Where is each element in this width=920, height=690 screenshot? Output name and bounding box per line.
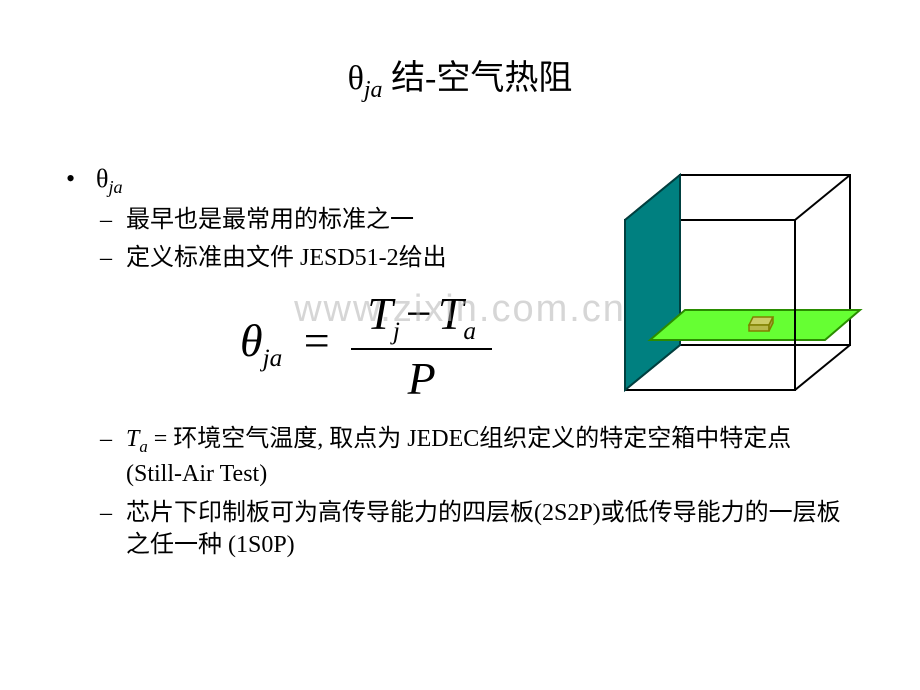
bullet-theta-sub: ja <box>108 177 122 197</box>
fraction-numerator: Tj−Ta <box>351 287 492 350</box>
title-theta: θ <box>348 60 364 97</box>
formula: θja = Tj−Ta P <box>240 287 492 405</box>
num-minus: − <box>400 288 438 339</box>
sub-bullet-4: 芯片下印制板可为高传导能力的四层板(2S2P)或低传导能力的一层板之任一种 (1… <box>60 497 850 562</box>
num-T2: T <box>438 288 464 339</box>
slide: θja 结-空气热阻 θja 最早也是最常用的标准之一 定义标准由文件 JESD… <box>0 0 920 690</box>
title-sub: ja <box>364 77 383 103</box>
formula-theta-sub: ja <box>263 345 283 373</box>
formula-theta: θ <box>240 315 263 366</box>
sb3-T: T <box>126 426 139 452</box>
cube-edge-br <box>795 345 850 390</box>
num-T1: T <box>367 288 393 339</box>
fraction-denominator: P <box>351 350 492 405</box>
cube-edge-tr <box>795 175 850 220</box>
formula-fraction: Tj−Ta P <box>351 287 492 405</box>
formula-lhs: θja <box>240 315 282 366</box>
sb3-sub: a <box>139 437 147 456</box>
bullet-theta: θ <box>96 164 108 193</box>
title-rest: 结-空气热阻 <box>383 60 573 97</box>
sb3-rest: = 环境空气温度, 取点为 JEDEC组织定义的特定空箱中特定点 (Still-… <box>126 426 791 487</box>
chip-front <box>749 325 769 331</box>
cube-diagram <box>605 165 865 400</box>
sub-bullet-3: Ta = 环境空气温度, 取点为 JEDEC组织定义的特定空箱中特定点 (Sti… <box>60 423 850 491</box>
num-sub2: a <box>463 317 476 345</box>
page-title: θja 结-空气热阻 <box>60 50 860 104</box>
formula-eq: = <box>294 315 340 366</box>
num-sub1: j <box>393 317 400 345</box>
cube-left-wall <box>625 175 680 390</box>
